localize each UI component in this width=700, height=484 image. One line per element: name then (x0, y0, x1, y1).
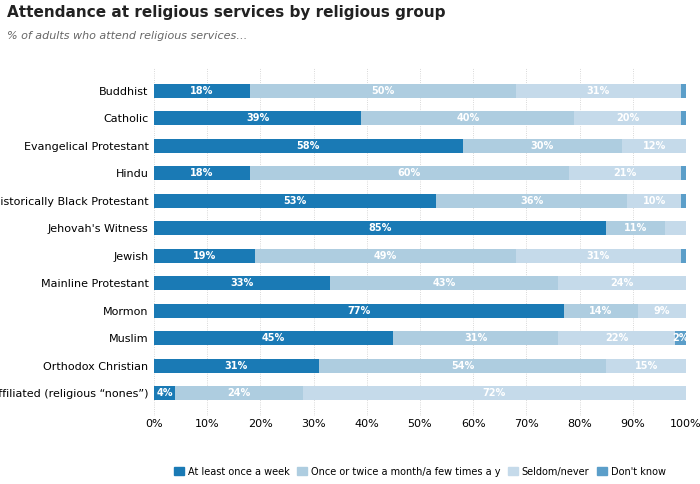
Bar (154, 276, 330, 290)
Bar (516, 249, 680, 263)
Bar (559, 276, 686, 290)
Bar (154, 166, 250, 181)
Text: 50%: 50% (371, 86, 394, 96)
Bar (680, 249, 686, 263)
Bar (680, 194, 686, 208)
Bar (463, 138, 622, 153)
Bar (680, 84, 686, 98)
Text: 30%: 30% (531, 141, 554, 151)
Bar (569, 166, 680, 181)
Bar (250, 84, 516, 98)
Text: 9%: 9% (654, 306, 671, 316)
Bar (676, 331, 686, 346)
Bar (154, 221, 606, 235)
Text: 10%: 10% (643, 196, 666, 206)
Text: 18%: 18% (190, 86, 214, 96)
Text: 19%: 19% (193, 251, 216, 261)
Text: 14%: 14% (589, 306, 612, 316)
Text: 45%: 45% (262, 333, 286, 343)
Text: Attendance at religious services by religious group: Attendance at religious services by reli… (7, 5, 445, 20)
Text: 72%: 72% (483, 388, 506, 398)
Text: 39%: 39% (246, 113, 270, 123)
Bar (250, 166, 569, 181)
Text: 31%: 31% (587, 86, 610, 96)
Text: 20%: 20% (616, 113, 639, 123)
Text: 24%: 24% (228, 388, 251, 398)
Bar (665, 221, 686, 235)
Bar (436, 194, 627, 208)
Bar (154, 249, 255, 263)
Text: 49%: 49% (374, 251, 397, 261)
Text: 58%: 58% (297, 141, 320, 151)
Text: 24%: 24% (610, 278, 634, 288)
Text: 31%: 31% (225, 361, 248, 371)
Text: 60%: 60% (398, 168, 421, 178)
Bar (393, 331, 559, 346)
Bar (154, 303, 564, 318)
Text: 12%: 12% (643, 141, 666, 151)
Bar (154, 194, 436, 208)
Text: 36%: 36% (520, 196, 543, 206)
Bar (175, 386, 303, 400)
Bar (303, 386, 686, 400)
Bar (680, 111, 686, 125)
Text: 40%: 40% (456, 113, 480, 123)
Bar (564, 303, 638, 318)
Text: 4%: 4% (156, 388, 173, 398)
Text: 18%: 18% (190, 168, 214, 178)
Text: 33%: 33% (230, 278, 253, 288)
Bar (606, 221, 665, 235)
Legend: At least once a week, Once or twice a month/a few times a y, Seldom/never, Don't: At least once a week, Once or twice a mo… (170, 463, 670, 481)
Bar (516, 84, 680, 98)
Text: 43%: 43% (433, 278, 456, 288)
Text: % of adults who attend religious services…: % of adults who attend religious service… (7, 31, 247, 42)
Bar (154, 111, 361, 125)
Bar (154, 84, 250, 98)
Bar (559, 331, 676, 346)
Bar (319, 359, 606, 373)
Text: 54%: 54% (451, 361, 474, 371)
Bar (638, 303, 686, 318)
Bar (680, 166, 686, 181)
Bar (574, 111, 680, 125)
Bar (154, 386, 175, 400)
Text: 15%: 15% (634, 361, 658, 371)
Bar (154, 359, 319, 373)
Bar (154, 138, 463, 153)
Text: 31%: 31% (587, 251, 610, 261)
Text: 22%: 22% (606, 333, 629, 343)
Bar (622, 138, 686, 153)
Text: 85%: 85% (368, 223, 392, 233)
Bar (154, 331, 393, 346)
Bar (330, 276, 559, 290)
Text: 77%: 77% (347, 306, 370, 316)
Text: 53%: 53% (284, 196, 307, 206)
Bar (627, 194, 680, 208)
Text: 2%: 2% (673, 333, 689, 343)
Text: 21%: 21% (613, 168, 636, 178)
Bar (255, 249, 516, 263)
Text: 31%: 31% (464, 333, 487, 343)
Bar (361, 111, 574, 125)
Text: 11%: 11% (624, 223, 647, 233)
Bar (606, 359, 686, 373)
